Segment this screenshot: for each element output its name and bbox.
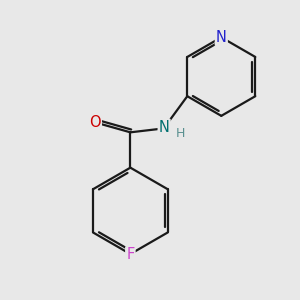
Text: N: N	[216, 30, 227, 45]
Text: N: N	[159, 120, 170, 135]
Text: O: O	[89, 116, 101, 130]
Text: F: F	[126, 247, 134, 262]
Text: H: H	[176, 127, 185, 140]
